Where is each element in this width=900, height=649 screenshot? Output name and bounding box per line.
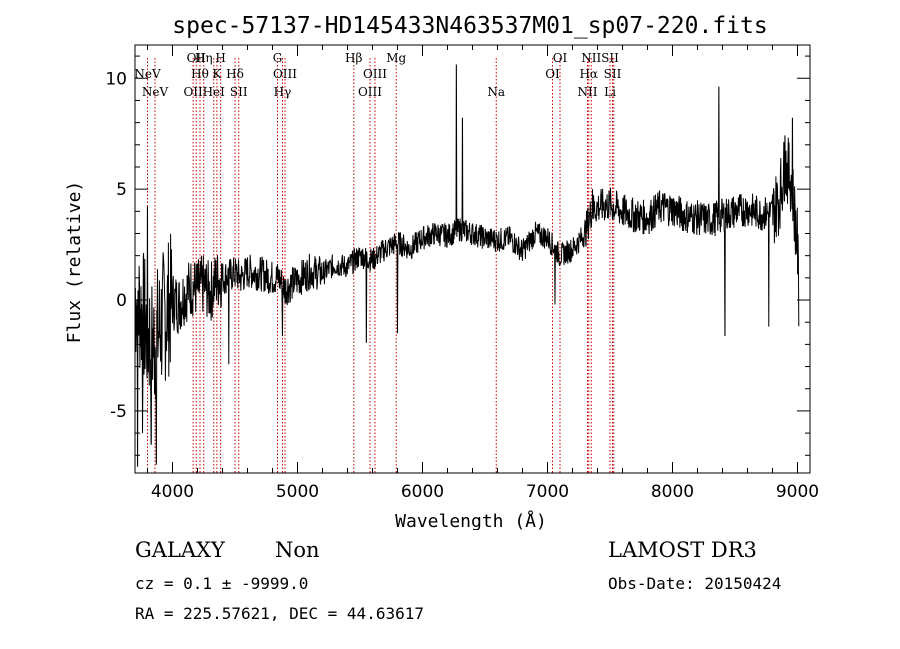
line-label: OIII — [363, 67, 387, 81]
y-tick-label: 10 — [105, 69, 127, 89]
y-tick-label: -5 — [110, 402, 127, 422]
spectrum-series — [134, 64, 800, 467]
plot-frame — [134, 44, 811, 474]
line-label: G — [273, 51, 283, 65]
line-label: Hβ — [345, 51, 362, 65]
line-label: SII — [230, 85, 248, 99]
obs-date: Obs-Date: 20150424 — [608, 574, 782, 593]
line-label: Hδ — [226, 67, 244, 81]
y-tick-label: 0 — [116, 291, 127, 311]
line-label: K — [212, 67, 222, 81]
spectrum-chart: spec-57137-HD145433N463537M01_sp07-220.f… — [64, 13, 819, 530]
line-label: Hγ — [274, 85, 292, 99]
x-tick-label: 7000 — [526, 482, 569, 502]
line-label: OI — [553, 51, 568, 65]
line-label: Hθ — [191, 67, 209, 81]
x-axis-label: Wavelength (Å) — [395, 510, 547, 530]
survey-name: LAMOST DR3 — [608, 538, 757, 562]
line-label: NeV — [134, 67, 161, 81]
line-label: NeV — [142, 85, 169, 99]
line-label: OIII — [358, 85, 382, 99]
line-label: NII — [581, 51, 601, 65]
redshift-text: cz = 0.1 ± -9999.0 — [135, 574, 309, 593]
y-axis-ticks: -5 0 5 10 — [105, 55, 810, 456]
ra-dec-text: RA = 225.57621, DEC = 44.63617 — [135, 604, 424, 623]
x-tick-label: 8000 — [651, 482, 694, 502]
x-tick-label: 9000 — [776, 482, 819, 502]
line-label: H — [215, 51, 225, 65]
object-class: GALAXY — [135, 538, 225, 562]
line-label: HeI — [203, 85, 226, 99]
line-label: SII — [604, 67, 622, 81]
line-label: OIII — [273, 67, 297, 81]
x-tick-label: 6000 — [401, 482, 444, 502]
line-label: Na — [487, 85, 505, 99]
object-subclass: Non — [275, 538, 320, 562]
y-axis-label: Flux (relative) — [64, 181, 85, 344]
line-label: NII — [578, 85, 598, 99]
line-label: SII — [601, 51, 619, 65]
line-label: OI — [545, 67, 560, 81]
line-label: Li — [604, 85, 616, 99]
x-tick-label: 5000 — [276, 482, 319, 502]
line-label: OII — [183, 85, 203, 99]
x-tick-label: 4000 — [151, 482, 194, 502]
line-label: Hη — [195, 51, 213, 65]
line-label: Mg — [386, 51, 406, 65]
line-label: Hα — [579, 67, 598, 81]
line-label: OII — [187, 51, 207, 65]
y-tick-label: 5 — [116, 180, 127, 200]
x-axis-ticks: 4000 5000 6000 7000 8000 9000 — [147, 45, 819, 502]
chart-title: spec-57137-HD145433N463537M01_sp07-220.f… — [172, 13, 767, 39]
